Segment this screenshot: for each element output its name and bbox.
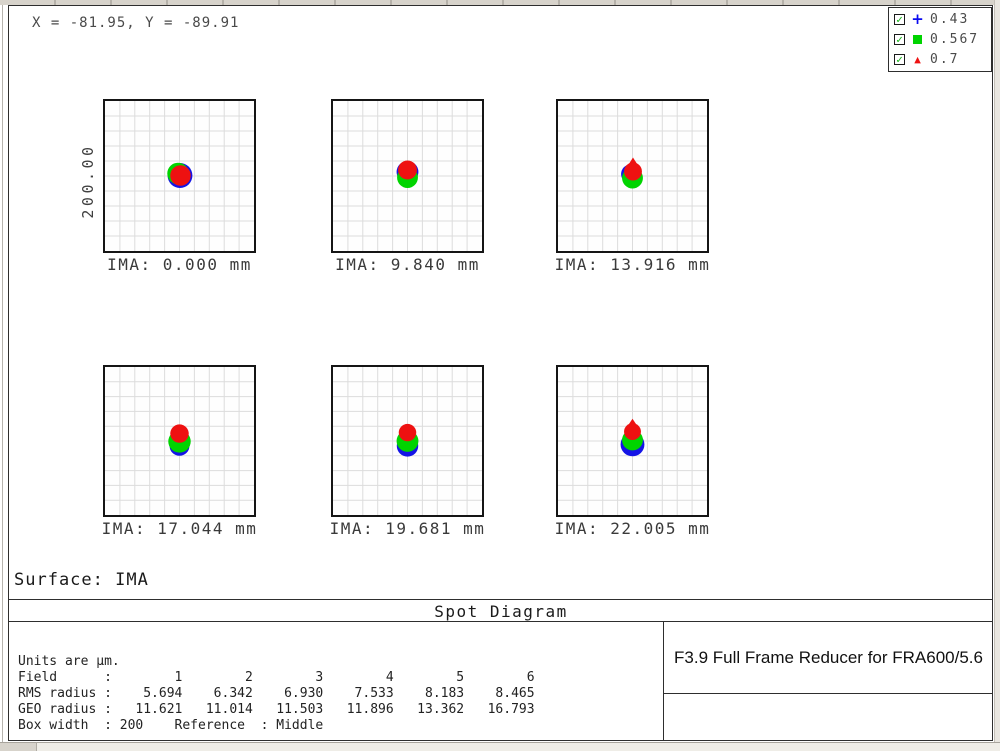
spot-panel <box>556 365 709 517</box>
wavelength-checkbox[interactable]: ✓ <box>894 53 905 65</box>
project-title: F3.9 Full Frame Reducer for FRA600/5.6 <box>674 647 983 667</box>
data-table: Units are µm. Field : 1 2 3 4 5 6 RMS ra… <box>18 654 535 734</box>
diagram-title: Spot Diagram <box>434 602 568 621</box>
window-right-edge <box>994 0 1000 751</box>
triangle-marker-icon: ▲ <box>914 52 921 66</box>
legend-item: ✓ 0.567 <box>894 30 986 48</box>
ima-label: IMA: 17.044 mm <box>101 519 258 538</box>
spot-diagram-grid <box>558 367 707 515</box>
spot-diagram-grid <box>105 367 254 515</box>
plus-marker-icon: + <box>911 10 924 29</box>
wavelength-label: 0.567 <box>930 31 980 47</box>
ima-label: IMA: 22.005 mm <box>554 519 711 538</box>
horizontal-scrollbar[interactable] <box>0 742 1000 751</box>
spot-panel <box>103 365 256 517</box>
legend-item: ✓ ▲ 0.7 <box>894 50 986 68</box>
legend-item: ✓ + 0.43 <box>894 11 986 29</box>
ima-label: IMA: 0.000 mm <box>107 255 252 274</box>
toolbar-edge-strip <box>0 0 1000 5</box>
wavelength-label: 0.43 <box>930 12 970 28</box>
cursor-coordinates: X = -81.95, Y = -89.91 <box>32 15 240 31</box>
ima-label: IMA: 9.840 mm <box>335 255 480 274</box>
spot-panel <box>556 99 709 253</box>
spot-diagram-grid <box>333 101 482 251</box>
wavelength-label: 0.7 <box>930 51 960 67</box>
ima-label: IMA: 13.916 mm <box>554 255 711 274</box>
square-marker-icon <box>913 34 922 44</box>
spot-diagram-grid <box>333 367 482 515</box>
divider <box>664 693 993 694</box>
surface-label: Surface: IMA <box>14 570 149 590</box>
window-left-edge <box>2 5 3 742</box>
divider <box>663 621 664 741</box>
spot-diagram-grid <box>105 101 254 251</box>
scrollbar-corner <box>0 742 37 751</box>
spot-panel <box>331 365 484 517</box>
spot-panel <box>103 99 256 253</box>
wavelength-checkbox[interactable]: ✓ <box>894 33 905 45</box>
field-row: Field : 1 2 3 4 5 6 <box>18 670 535 685</box>
units-line: Units are µm. <box>18 654 120 669</box>
wavelength-checkbox[interactable]: ✓ <box>894 14 905 26</box>
rms-radius-row: RMS radius : 5.694 6.342 6.930 7.533 8.1… <box>18 686 535 701</box>
geo-radius-row: GEO radius : 11.621 11.014 11.503 11.896… <box>18 702 535 717</box>
divider <box>9 621 993 622</box>
spot-panel <box>331 99 484 253</box>
spot-diagram-grid <box>558 101 707 251</box>
wavelength-legend: ✓ + 0.43 ✓ 0.567 ✓ ▲ 0.7 <box>888 7 992 72</box>
ima-label: IMA: 19.681 mm <box>329 519 486 538</box>
divider <box>9 599 993 600</box>
box-width-row: Box width : 200 Reference : Middle <box>18 718 324 733</box>
axis-scale-label: 200.00 <box>79 143 97 219</box>
